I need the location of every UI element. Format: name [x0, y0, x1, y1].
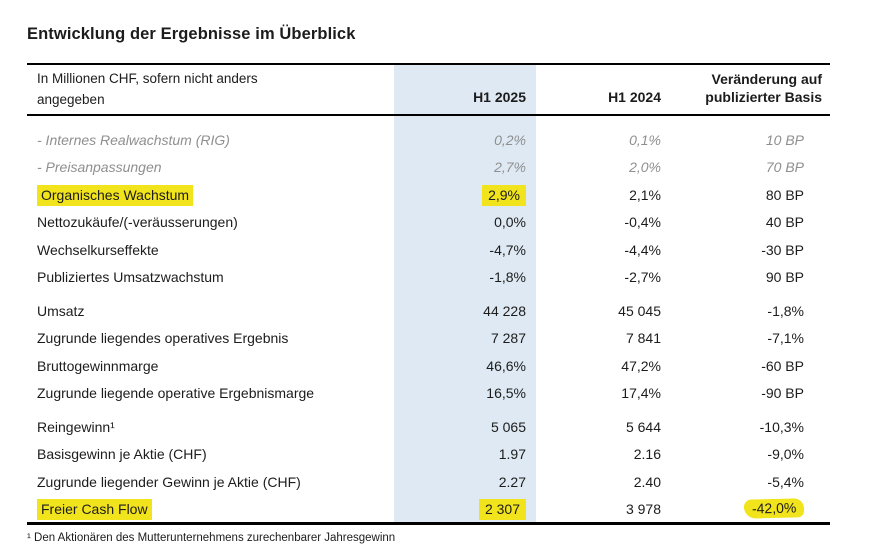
- row-label: Wechselkurseffekte: [37, 241, 159, 258]
- value-h1-2024: -2,7%: [624, 269, 661, 286]
- value-h1-2025: 1.97: [394, 440, 536, 468]
- column-header-h1-2025: H1 2025: [394, 64, 536, 116]
- value-change: -5,4%: [767, 473, 804, 490]
- row-label: Zugrunde liegender Gewinn je Aktie (CHF): [37, 473, 301, 490]
- row-label: Basisgewinn je Aktie (CHF): [37, 446, 207, 463]
- table-row: Umsatz 44 228 45 045 -1,8%: [27, 297, 830, 325]
- row-label: Reingewinn¹: [37, 418, 115, 435]
- table-row: Freier Cash Flow 2 307 3 978 -42,0%: [27, 495, 830, 524]
- unit-label-line2: angegeben: [37, 91, 105, 107]
- table-row: Wechselkurseffekte -4,7% -4,4% -30 BP: [27, 236, 830, 264]
- value-change: -60 BP: [761, 357, 804, 374]
- table-row: Zugrunde liegender Gewinn je Aktie (CHF)…: [27, 468, 830, 496]
- row-label: Freier Cash Flow: [27, 496, 394, 524]
- value-change: -9,0%: [767, 446, 804, 463]
- table-row: - Internes Realwachstum (RIG) 0,2% 0,1% …: [27, 126, 830, 154]
- table-row: Nettozukäufe/(-veräusserungen) 0,0% -0,4…: [27, 208, 830, 236]
- row-label: Bruttogewinnmarge: [37, 357, 159, 374]
- row-label: Nettozukäufe/(-veräusserungen): [37, 214, 238, 231]
- value-h1-2024: -0,4%: [624, 214, 661, 231]
- spacer-row: [27, 115, 830, 126]
- value-change: 80 BP: [765, 186, 804, 203]
- footnote: ¹ Den Aktionären des Mutterunternehmens …: [27, 531, 396, 544]
- value-h1-2025: 2,7%: [394, 153, 536, 181]
- value-h1-2024: 17,4%: [621, 385, 661, 402]
- value-h1-2025: 2,9%: [394, 181, 536, 209]
- results-table: In Millionen CHF, sofern nicht anders an…: [27, 63, 830, 525]
- value-h1-2024: 7 841: [625, 330, 661, 347]
- row-label: Organisches Wachstum: [27, 181, 394, 209]
- value-change: -7,1%: [767, 330, 804, 347]
- column-header-change: Veränderung auf publizierter Basis: [672, 64, 830, 116]
- value-h1-2024: 2,1%: [629, 186, 661, 203]
- table-header-row: In Millionen CHF, sofern nicht anders an…: [27, 64, 830, 116]
- value-h1-2025: 44 228: [394, 297, 536, 325]
- highlighted-label: Freier Cash Flow: [37, 498, 152, 520]
- table-row: Zugrunde liegendes operatives Ergebnis 7…: [27, 324, 830, 352]
- value-change: -42,0%: [672, 496, 830, 524]
- row-label: Zugrunde liegendes operatives Ergebnis: [37, 330, 289, 347]
- value-change: 70 BP: [765, 159, 804, 176]
- value-change: -1,8%: [767, 302, 804, 319]
- value-h1-2024: 3 978: [625, 500, 661, 517]
- table-row: Zugrunde liegende operative Ergebnismarg…: [27, 379, 830, 407]
- value-h1-2024: 2.16: [633, 446, 661, 463]
- value-change: 90 BP: [765, 269, 804, 286]
- unit-label-line1: In Millionen CHF, sofern nicht anders: [37, 71, 258, 87]
- highlighted-value: 2 307: [478, 498, 526, 520]
- highlighted-label: Organisches Wachstum: [37, 184, 194, 206]
- spacer-row: [27, 291, 830, 297]
- value-h1-2024: 0,1%: [629, 131, 661, 148]
- value-h1-2024: 2,0%: [629, 159, 661, 176]
- value-h1-2025: 7 287: [394, 324, 536, 352]
- row-label: - Internes Realwachstum (RIG): [37, 131, 230, 148]
- value-h1-2024: 45 045: [618, 302, 661, 319]
- table-row: - Preisanpassungen 2,7% 2,0% 70 BP: [27, 153, 830, 181]
- row-label: Zugrunde liegende operative Ergebnismarg…: [37, 385, 315, 402]
- page-title: Entwicklung der Ergebnisse im Überblick: [27, 25, 356, 43]
- value-change: -90 BP: [761, 385, 804, 402]
- column-header-h1-2024: H1 2024: [536, 64, 672, 116]
- row-label: - Preisanpassungen: [37, 159, 162, 176]
- value-change: 10 BP: [765, 131, 804, 148]
- value-h1-2025: 46,6%: [394, 352, 536, 380]
- value-change: 40 BP: [765, 214, 804, 231]
- value-h1-2025: 0,0%: [394, 208, 536, 236]
- value-h1-2025: 2.27: [394, 468, 536, 496]
- highlighted-value: -42,0%: [743, 498, 805, 519]
- change-header-line2: publizierter Basis: [705, 88, 822, 105]
- table-row: Organisches Wachstum 2,9% 2,1% 80 BP: [27, 181, 830, 209]
- value-h1-2025: 5 065: [394, 413, 536, 441]
- highlighted-value: 2,9%: [482, 184, 526, 206]
- table-row: Basisgewinn je Aktie (CHF) 1.97 2.16 -9,…: [27, 440, 830, 468]
- value-h1-2025: 0,2%: [394, 126, 536, 154]
- row-label: Umsatz: [37, 302, 85, 319]
- value-h1-2024: 5 644: [625, 418, 661, 435]
- change-header-line1: Veränderung auf: [711, 70, 822, 87]
- value-h1-2024: 47,2%: [621, 357, 661, 374]
- table-row: Publiziertes Umsatzwachstum -1,8% -2,7% …: [27, 263, 830, 291]
- value-h1-2025: -1,8%: [394, 263, 536, 291]
- value-change: -30 BP: [761, 241, 804, 258]
- value-h1-2024: 2.40: [633, 473, 661, 490]
- table-row: Reingewinn¹ 5 065 5 644 -10,3%: [27, 413, 830, 441]
- value-change: -10,3%: [759, 418, 804, 435]
- value-h1-2024: -4,4%: [624, 241, 661, 258]
- spacer-row: [27, 407, 830, 413]
- column-header-unit: In Millionen CHF, sofern nicht anders an…: [27, 64, 394, 116]
- value-h1-2025: -4,7%: [394, 236, 536, 264]
- row-label: Publiziertes Umsatzwachstum: [37, 269, 224, 286]
- value-h1-2025: 2 307: [394, 495, 536, 523]
- value-h1-2025: 16,5%: [394, 379, 536, 407]
- table-row: Bruttogewinnmarge 46,6% 47,2% -60 BP: [27, 352, 830, 380]
